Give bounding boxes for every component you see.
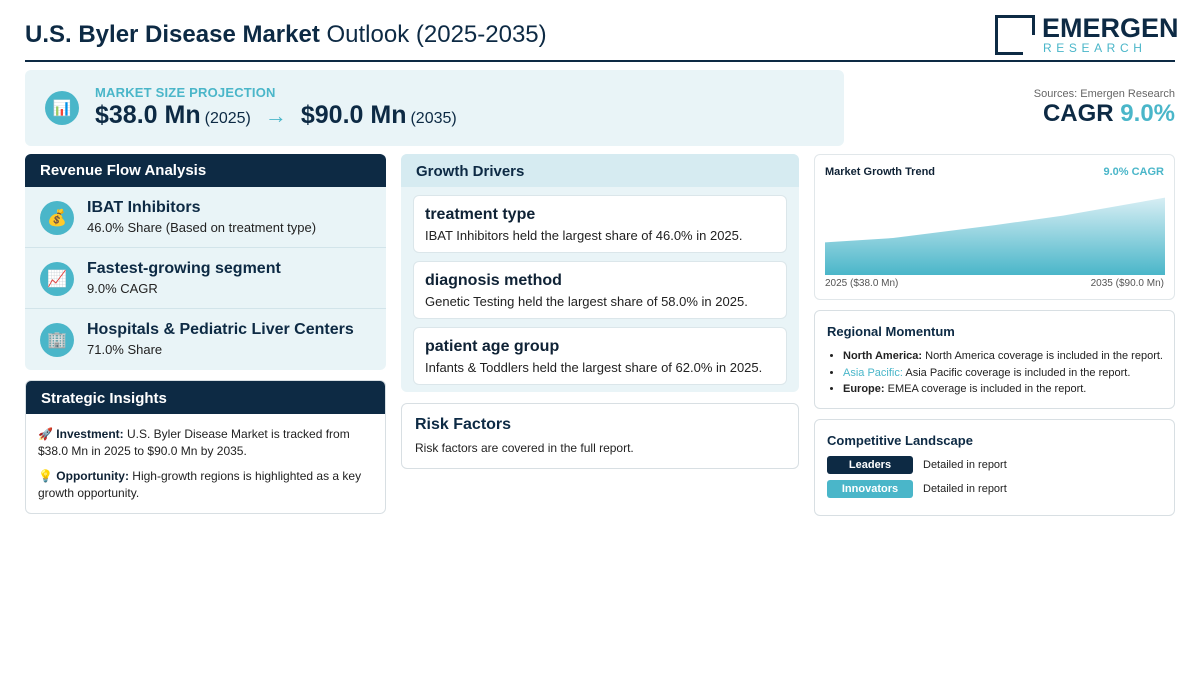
investment-label: Investment:	[56, 427, 124, 441]
growth-drivers-panel: Growth Drivers treatment type IBAT Inhib…	[401, 154, 799, 392]
cagr-headline: CAGR 9.0%	[1043, 100, 1175, 128]
region-name: North America:	[843, 350, 923, 362]
page-header: U.S. Byler Disease Market Outlook (2025-…	[25, 12, 1179, 62]
region-item: Asia Pacific: Asia Pacific coverage is i…	[843, 365, 1163, 382]
revenue-item: 📈 Fastest-growing segment 9.0% CAGR	[25, 248, 386, 309]
region-item: North America: North America coverage is…	[843, 348, 1163, 365]
driver-title: diagnosis method	[425, 272, 562, 289]
title-rest: Outlook (2025-2035)	[326, 21, 547, 48]
revenue-item-title: Fastest-growing segment	[87, 260, 281, 277]
driver-card: patient age group Infants & Toddlers hel…	[413, 327, 787, 385]
revenue-flow-title: Revenue Flow Analysis	[25, 154, 386, 187]
growth-drivers-title: Growth Drivers	[401, 154, 799, 187]
regional-list: North America: North America coverage is…	[843, 348, 1163, 398]
trend-area	[825, 197, 1165, 275]
driver-card: treatment type IBAT Inhibitors held the …	[413, 195, 787, 253]
revenue-item-sub: 9.0% CAGR	[87, 281, 158, 296]
revenue-item-title: Hospitals & Pediatric Liver Centers	[87, 321, 354, 338]
risk-factors-panel: Risk Factors Risk factors are covered in…	[401, 403, 799, 469]
market-trend-panel: Market Growth Trend 9.0% CAGR 2025 ($38.…	[814, 154, 1175, 300]
driver-text: IBAT Inhibitors held the largest share o…	[425, 228, 743, 243]
money-bag-icon: 💰	[40, 201, 74, 235]
risk-factors-title: Risk Factors	[415, 416, 512, 433]
market-size-label: MARKET SIZE PROJECTION	[95, 85, 276, 100]
revenue-item: 🏢 Hospitals & Pediatric Liver Centers 71…	[25, 309, 386, 370]
cagr-label: CAGR	[1042, 100, 1114, 127]
revenue-item-sub: 71.0% Share	[87, 342, 163, 357]
leaders-badge: Leaders	[827, 456, 913, 474]
trend-title: Market Growth Trend	[825, 166, 936, 178]
revenue-flow-panel: Revenue Flow Analysis 💰 IBAT Inhibitors …	[25, 154, 386, 370]
driver-text: Infants & Toddlers held the largest shar…	[425, 360, 763, 375]
regional-title: Regional Momentum	[827, 324, 955, 339]
start-value: $38.0 Mn	[95, 101, 201, 129]
hospital-icon: 🏢	[40, 323, 74, 357]
cagr-value: 9.0%	[1120, 100, 1175, 127]
market-size-panel: 📊 MARKET SIZE PROJECTION $38.0 Mn (2025) →…	[25, 70, 844, 146]
region-item: Europe: EMEA coverage is included in the…	[843, 381, 1163, 398]
competitive-landscape-panel: Competitive Landscape Leaders Detailed i…	[814, 419, 1175, 516]
bar-chart-icon: 📊	[45, 91, 79, 125]
lightbulb-icon: 💡	[38, 469, 53, 483]
region-name: Asia Pacific:	[843, 366, 903, 379]
competitive-title: Competitive Landscape	[827, 433, 973, 448]
competitive-text: Detailed in report	[923, 459, 1007, 471]
trend-chart-icon: 📈	[40, 262, 74, 296]
end-value: $90.0 Mn	[300, 101, 407, 129]
logo-text-bottom: RESEARCH	[1043, 41, 1147, 55]
opportunity-label: Opportunity:	[56, 469, 129, 483]
market-size-values: $38.0 Mn (2025) → $90.0 Mn (2035)	[95, 101, 457, 130]
driver-title: patient age group	[425, 338, 560, 355]
region-text: North America coverage is included in th…	[925, 350, 1163, 362]
arrow-right-icon: →	[264, 103, 287, 128]
investment-text: U.S. Byler Disease Market is tracked fro…	[38, 427, 350, 458]
sources-text: Sources: Emergen Research	[1033, 88, 1175, 100]
risk-factors-text: Risk factors are covered in the full rep…	[415, 441, 634, 455]
region-text: Asia Pacific coverage is included in the…	[905, 366, 1131, 379]
driver-text: Genetic Testing held the largest share o…	[425, 294, 748, 309]
revenue-item-title: IBAT Inhibitors	[87, 199, 201, 216]
trend-cagr: 9.0% CAGR	[1103, 166, 1164, 178]
regional-momentum-panel: Regional Momentum North America: North A…	[814, 310, 1175, 409]
driver-title: treatment type	[425, 206, 536, 223]
rocket-icon: 🚀	[38, 427, 53, 441]
revenue-item-sub: 46.0% Share (Based on treatment type)	[87, 220, 317, 235]
title-bold: U.S. Byler Disease Market	[25, 21, 320, 48]
start-year: (2025)	[204, 110, 251, 127]
end-year: (2035)	[410, 110, 457, 127]
strategic-insights-panel: Strategic Insights 🚀 Investment: U.S. By…	[25, 380, 386, 514]
revenue-item: 💰 IBAT Inhibitors 46.0% Share (Based on …	[25, 187, 386, 248]
opportunity-insight: 💡 Opportunity: High-growth regions is hi…	[26, 468, 385, 502]
innovators-badge: Innovators	[827, 480, 913, 498]
strategic-insights-title: Strategic Insights	[26, 381, 385, 414]
opportunity-text: High-growth regions is highlighted as a …	[38, 469, 362, 500]
region-name: Europe:	[843, 383, 885, 395]
trend-end-label: 2035 ($90.0 Mn)	[1090, 278, 1164, 289]
trend-area-chart	[825, 197, 1165, 275]
logo-text-top: EMERGEN	[1042, 13, 1179, 43]
driver-card: diagnosis method Genetic Testing held th…	[413, 261, 787, 319]
competitive-text: Detailed in report	[923, 483, 1007, 495]
logo-mark-icon	[995, 15, 1035, 55]
investment-insight: 🚀 Investment: U.S. Byler Disease Market …	[26, 426, 385, 460]
emergen-logo[interactable]: EMERGEN RESEARCH	[995, 13, 1179, 56]
trend-start-label: 2025 ($38.0 Mn)	[825, 278, 899, 289]
page-title: U.S. Byler Disease Market Outlook (2025-…	[25, 21, 547, 49]
region-text: EMEA coverage is included in the report.	[887, 383, 1087, 395]
